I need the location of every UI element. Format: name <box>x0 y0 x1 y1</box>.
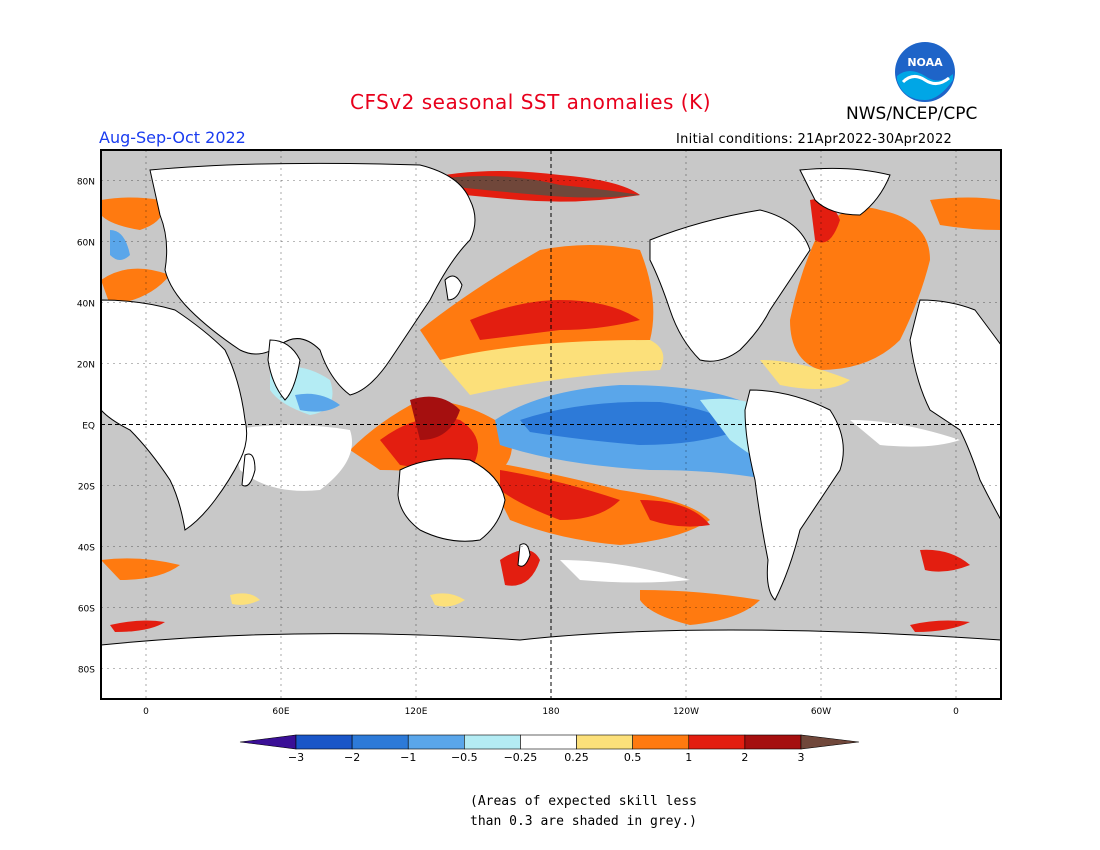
south-pacific-strong <box>500 470 620 520</box>
lon-tick-label: 0 <box>953 707 959 717</box>
new-zealand <box>517 543 531 567</box>
colorbar-segment <box>744 734 802 750</box>
lat-tick-label: 80N <box>77 178 95 188</box>
colorbar-segment <box>632 734 690 750</box>
lat-tick-label: 60N <box>77 239 95 249</box>
lon-tick-label: 120W <box>673 707 699 717</box>
north-atlantic-light <box>760 360 850 389</box>
colorbar-tick-label: 3 <box>798 751 805 764</box>
colorbar-segment <box>464 734 521 750</box>
colorbar-tick-label: −2 <box>344 751 360 764</box>
lat-tick-label: 20N <box>77 361 95 371</box>
south-pacific-east-warm <box>640 500 710 527</box>
season-label: Aug-Sep-Oct 2022 <box>99 128 246 147</box>
longitude-labels: 0 60E 120E 180 120W 60W 0 <box>143 707 959 717</box>
colorbar-tick-label: −0.25 <box>504 751 538 764</box>
sh-light-2 <box>430 593 465 607</box>
lon-tick-label: 0 <box>143 707 149 717</box>
colorbar-tick-label: 0.25 <box>564 751 589 764</box>
colorbar-segment <box>520 734 577 750</box>
colorbar-max-arrow <box>800 734 860 750</box>
lon-tick-label: 120E <box>405 707 428 717</box>
gridlines <box>101 150 1001 699</box>
lon-tick-label: 60E <box>272 707 289 717</box>
lat-tick-label: EQ <box>82 422 95 432</box>
japan <box>444 275 463 301</box>
colorbar-segment <box>688 734 746 750</box>
map-title: CFSv2 seasonal SST anomalies (K) <box>350 90 711 114</box>
australia <box>397 458 506 542</box>
madagascar <box>241 453 256 487</box>
agency-label: NWS/NCEP/CPC <box>846 104 978 124</box>
lon-tick-label: 60W <box>811 707 831 717</box>
lon-tick-label: 180 <box>542 707 559 717</box>
sh-light-1 <box>230 593 260 605</box>
colorbar-tick-label: −0.5 <box>451 751 478 764</box>
africa-east <box>909 299 1001 521</box>
arctic-extreme <box>430 176 640 198</box>
lat-tick-label: 60S <box>78 605 95 615</box>
nordic-cool <box>110 230 130 260</box>
europe-warm <box>101 197 163 230</box>
south-america <box>744 389 844 601</box>
lat-tick-label: 40N <box>77 300 95 310</box>
south-atlantic-warm <box>101 558 180 580</box>
tasman-warm <box>500 550 540 586</box>
indian-ocean-neutral <box>230 425 352 491</box>
north-pacific-light <box>440 340 664 395</box>
north-atlantic-warm <box>790 207 930 370</box>
colorbar-tick-label: 1 <box>685 751 692 764</box>
greenland <box>799 167 891 216</box>
lat-tick-label: 40S <box>78 544 95 554</box>
colorbar-tick-label: −1 <box>400 751 416 764</box>
initial-conditions-label: Initial conditions: 21Apr2022-30Apr2022 <box>676 132 953 147</box>
southern-band-east <box>910 620 970 632</box>
maritime-strong <box>380 417 478 470</box>
southern-ocean-warm <box>640 590 760 625</box>
equatorial-cold-inner <box>520 401 740 445</box>
southern-band-west <box>110 620 165 632</box>
map-border <box>100 149 1002 700</box>
lat-tick-label: 20S <box>78 483 95 493</box>
latitude-labels: 80N 60N 40N 20N EQ 20S 40S 60S 80S <box>77 178 95 676</box>
maritime-core <box>410 396 460 440</box>
colorbar-segment <box>351 734 409 750</box>
skill-footnote: (Areas of expected skill less than 0.3 a… <box>470 792 697 832</box>
logo-text: NOAA <box>907 56 943 69</box>
colorbar-segment <box>407 734 465 750</box>
indian-ocean-cool-core <box>295 393 340 412</box>
footnote-line-2: than 0.3 are shaded in grey.) <box>470 814 697 829</box>
atlantic-neutral <box>850 420 960 447</box>
anomaly-patches <box>101 165 1001 632</box>
footnote-line-1: (Areas of expected skill less <box>470 794 697 809</box>
eurasia <box>149 162 476 396</box>
lat-tick-label: 80S <box>78 666 95 676</box>
noaa-logo: NOAA <box>895 42 955 102</box>
southern-ocean-neutral <box>560 560 690 583</box>
india <box>267 339 301 401</box>
colorbar-tick-label: −3 <box>288 751 304 764</box>
north-pacific-strong <box>470 300 640 340</box>
colorbar-segment <box>576 734 633 750</box>
south-atlantic-east <box>920 549 970 572</box>
baltic-warm <box>930 197 1001 230</box>
colorbar-tick-label: 0.5 <box>624 751 642 764</box>
africa <box>101 299 248 531</box>
mediterranean-warm <box>101 268 170 305</box>
colorbar-min-arrow <box>239 734 297 750</box>
north-america <box>649 209 811 362</box>
colorbar-tick-label: 2 <box>741 751 748 764</box>
colorbar-segment <box>295 734 353 750</box>
